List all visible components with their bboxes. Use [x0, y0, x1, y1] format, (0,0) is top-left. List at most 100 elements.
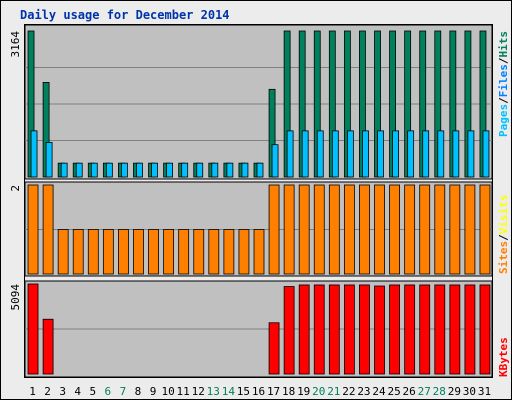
legend-separator: /: [497, 234, 510, 241]
bar-sites-day-11: [178, 229, 190, 275]
legend-separator: /: [497, 57, 510, 64]
x-tick-label-day-16: 16: [252, 385, 265, 398]
bar-sites-day-10: [163, 229, 175, 275]
bar-files-day-1: [30, 130, 38, 178]
bar-sites-day-12: [193, 229, 205, 275]
x-tick-label-day-31: 31: [478, 385, 491, 398]
x-tick-label-day-10: 10: [161, 385, 174, 398]
bar-sites-day-24: [374, 184, 385, 275]
bar-sites-day-15: [238, 229, 250, 275]
bar-kbytes-day-2: [42, 318, 54, 375]
bar-sites-day-16: [253, 229, 265, 275]
bar-files-day-8: [136, 162, 143, 178]
bar-sites-day-23: [359, 184, 370, 275]
bar-kbytes-day-23: [359, 284, 370, 375]
bar-kbytes-day-31: [479, 284, 491, 375]
x-tick-label-day-24: 24: [372, 385, 386, 398]
legend-kbytes: KBytes: [497, 337, 510, 377]
x-tick-label-day-6: 6: [105, 385, 112, 398]
bar-files-day-22: [346, 130, 354, 178]
bar-sites-day-26: [404, 184, 416, 275]
x-tick-label-day-3: 3: [59, 385, 66, 398]
x-tick-label-day-1: 1: [29, 385, 36, 398]
x-tick-label-day-14: 14: [222, 385, 236, 398]
bar-files-day-30: [467, 130, 475, 178]
bar-kbytes-day-19: [298, 284, 310, 375]
bar-files-day-27: [422, 130, 430, 178]
x-tick-label-day-8: 8: [135, 385, 142, 398]
x-tick-label-day-29: 29: [448, 385, 461, 398]
bar-files-day-28: [437, 130, 445, 178]
bar-kbytes-day-1: [27, 283, 39, 375]
bar-files-day-5: [90, 162, 98, 178]
x-tick-label-day-30: 30: [463, 385, 476, 398]
bar-files-day-13: [211, 162, 219, 178]
bar-files-day-12: [196, 162, 204, 178]
bar-files-day-15: [241, 162, 249, 178]
bar-files-day-17: [271, 144, 279, 178]
bar-sites-day-1: [27, 184, 39, 275]
x-tick-label-day-5: 5: [89, 385, 96, 398]
panel-hits-files-pages-scale-label: 3164: [9, 31, 22, 58]
panel-kbytes-scale-label: 5094: [9, 284, 22, 311]
bar-sites-day-7: [118, 229, 129, 275]
x-tick-label-day-18: 18: [282, 385, 295, 398]
x-tick-label-day-11: 11: [177, 385, 190, 398]
bar-sites-day-29: [449, 184, 461, 275]
x-tick-label-day-12: 12: [192, 385, 205, 398]
bar-kbytes-day-25: [389, 284, 400, 375]
bar-files-day-24: [377, 130, 384, 178]
bar-sites-day-4: [72, 229, 84, 275]
bar-files-day-2: [45, 141, 53, 178]
bar-kbytes-day-20: [313, 284, 325, 375]
bar-files-day-3: [60, 162, 68, 178]
bar-kbytes-day-29: [449, 284, 461, 375]
bar-files-day-10: [166, 162, 174, 178]
bar-files-day-26: [407, 130, 415, 178]
x-tick-label-day-15: 15: [237, 385, 250, 398]
bar-files-day-21: [331, 130, 339, 178]
bar-files-day-6: [105, 162, 113, 178]
x-tick-label-day-17: 17: [267, 385, 280, 398]
panel-visits-sites-scale-label: 2: [9, 185, 22, 192]
legend-visits: Visits: [497, 195, 510, 235]
bar-kbytes-day-24: [374, 285, 385, 375]
bar-sites-day-28: [434, 184, 446, 275]
bar-sites-day-30: [464, 184, 476, 275]
legend-sites: Sites: [497, 241, 510, 274]
bar-sites-day-25: [389, 184, 400, 275]
x-tick-label-day-13: 13: [207, 385, 220, 398]
x-tick-label-day-19: 19: [297, 385, 310, 398]
legend-hits: Hits: [497, 31, 510, 58]
bar-sites-day-22: [343, 184, 355, 275]
bar-sites-day-27: [419, 184, 431, 275]
bar-sites-day-13: [208, 229, 220, 275]
bar-sites-day-18: [283, 184, 295, 275]
bar-files-day-23: [362, 130, 369, 178]
x-tick-label-day-28: 28: [433, 385, 446, 398]
bar-kbytes-day-28: [434, 284, 446, 375]
x-tick-label-day-22: 22: [342, 385, 355, 398]
x-tick-label-day-2: 2: [44, 385, 51, 398]
x-tick-label-day-4: 4: [74, 385, 81, 398]
bar-files-day-7: [121, 162, 128, 178]
bar-files-day-11: [181, 162, 189, 178]
bar-files-day-18: [286, 130, 294, 178]
bar-sites-day-6: [102, 229, 114, 275]
x-tick-label-day-20: 20: [312, 385, 325, 398]
x-tick-label-day-23: 23: [357, 385, 370, 398]
bar-files-day-4: [75, 162, 83, 178]
bar-sites-day-8: [133, 229, 144, 275]
bar-files-day-29: [452, 130, 460, 178]
chart-title: Daily usage for December 2014: [20, 8, 230, 22]
legend-files: Files: [497, 64, 510, 97]
bar-files-day-19: [301, 130, 309, 178]
bar-files-day-25: [392, 130, 399, 178]
bar-kbytes-day-27: [419, 284, 431, 375]
x-tick-label-day-9: 9: [150, 385, 157, 398]
bar-sites-day-17: [268, 184, 280, 275]
bar-kbytes-day-21: [328, 284, 340, 375]
bar-sites-day-31: [479, 184, 491, 275]
legend-pages-files-hits: Pages/Files/Hits: [497, 31, 510, 137]
